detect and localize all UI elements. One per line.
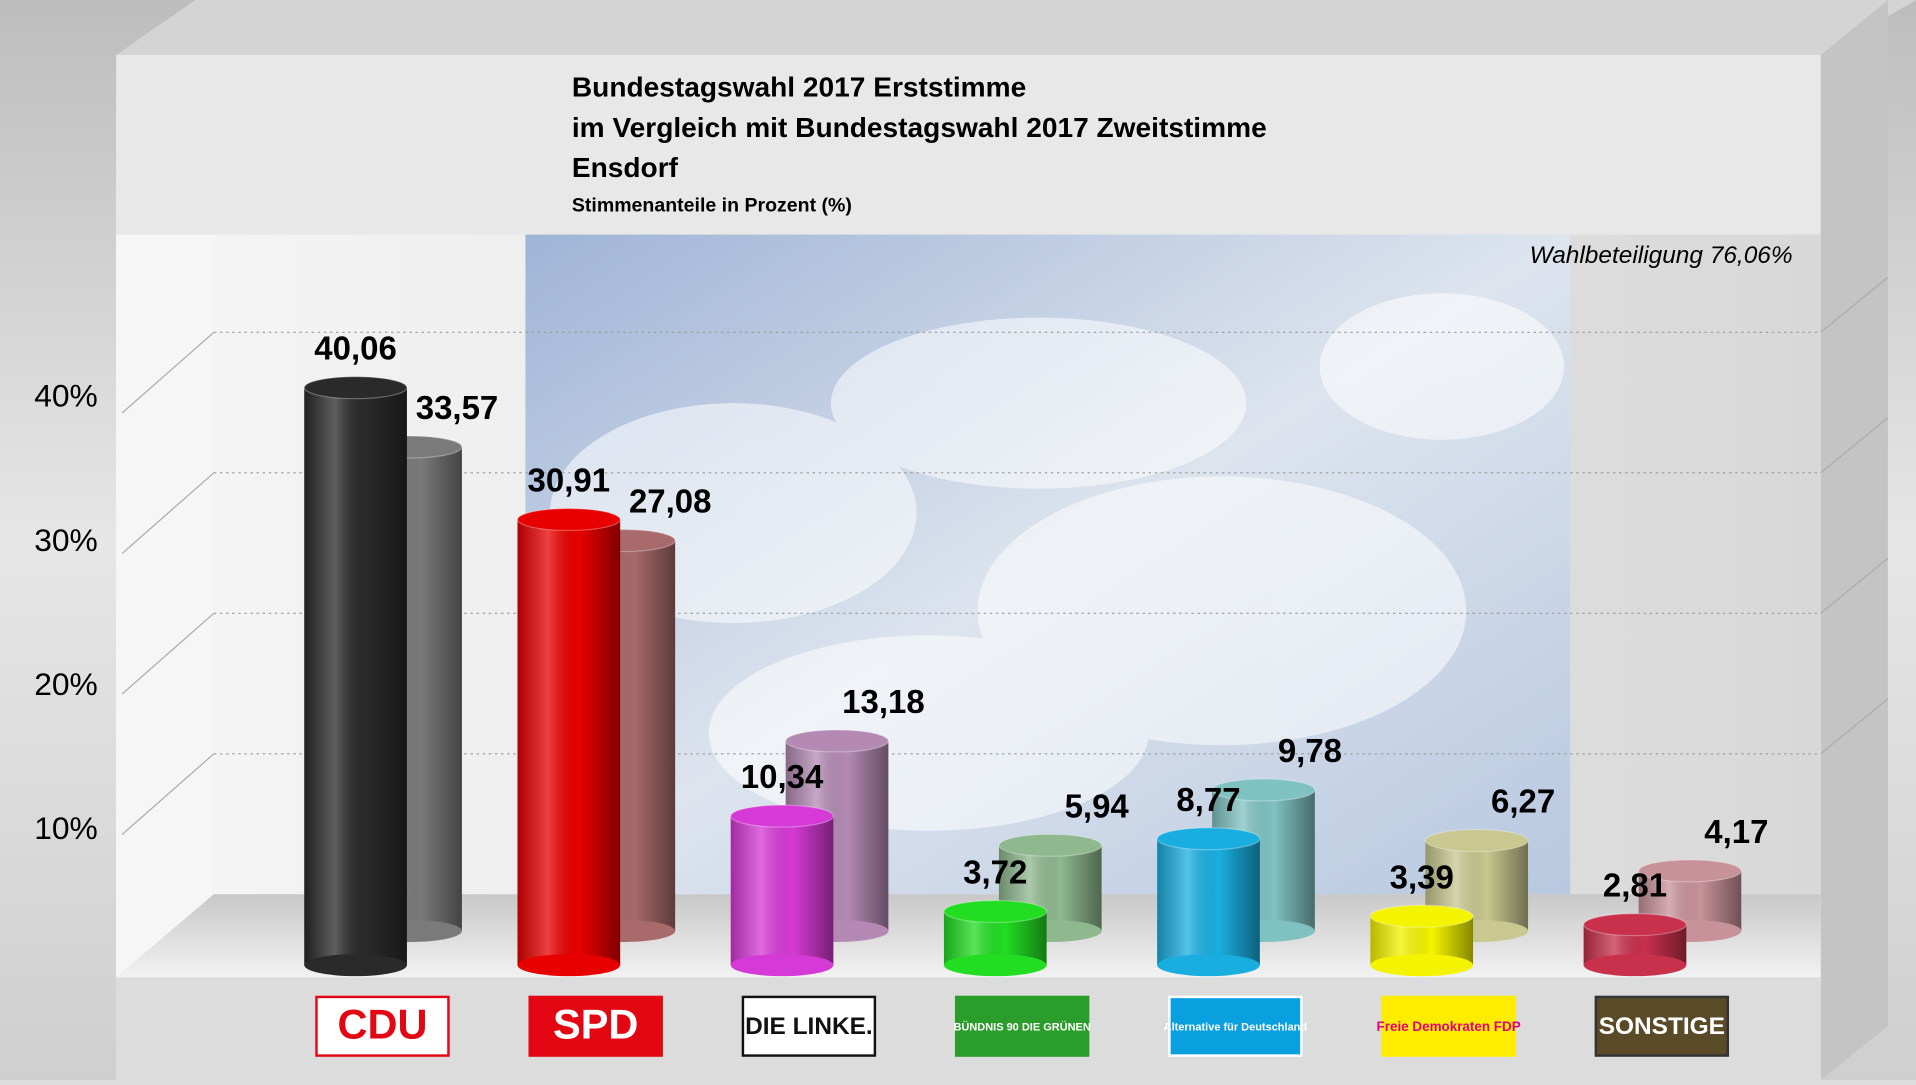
value-label: 27,08 xyxy=(629,483,712,520)
value-label: 3,72 xyxy=(963,854,1027,891)
bar-bottom xyxy=(1583,954,1687,977)
value-label: 4,17 xyxy=(1704,813,1768,850)
bar-top xyxy=(1583,913,1687,937)
bar-bottom xyxy=(730,954,834,977)
grid xyxy=(121,276,1889,835)
title-line: Bundestagswahl 2017 Erststimme xyxy=(572,72,1026,103)
bar-shade xyxy=(1157,838,1260,966)
bar-top xyxy=(1424,828,1529,853)
bar-top xyxy=(785,729,889,753)
y-tick-label: 40% xyxy=(34,378,98,414)
value-label: 33,57 xyxy=(416,389,499,426)
party-logo xyxy=(1168,995,1303,1057)
annotation: Wahlbeteiligung 76,06% xyxy=(1530,242,1793,269)
bar-top xyxy=(998,833,1103,857)
bar-top xyxy=(1156,827,1261,851)
party-logo xyxy=(954,995,1090,1057)
bar-bottom xyxy=(1157,954,1260,977)
bar-top xyxy=(1369,904,1474,928)
grid-line-right xyxy=(1820,698,1889,755)
value-label: 3,39 xyxy=(1390,858,1454,895)
frame-top xyxy=(116,0,1916,55)
value-label: 13,18 xyxy=(842,683,925,720)
party-logo xyxy=(1381,995,1516,1057)
title-line: Ensdorf xyxy=(572,152,679,183)
grid-line-side xyxy=(121,612,215,695)
party-logo xyxy=(1594,995,1730,1057)
grid-line-right xyxy=(1820,557,1889,614)
value-label: 2,81 xyxy=(1603,867,1667,904)
bar-top xyxy=(1211,778,1316,802)
party-logo xyxy=(741,995,877,1057)
x-tick-label: CDU xyxy=(337,1000,427,1047)
subtitle: Stimmenanteile in Prozent (%) xyxy=(572,195,852,217)
grid-line-side xyxy=(121,753,215,835)
bar-shade xyxy=(517,519,621,966)
bar-top xyxy=(303,376,408,400)
grid-line-right xyxy=(1820,276,1889,333)
bar-shade xyxy=(304,387,407,966)
value-label: 40,06 xyxy=(314,330,397,367)
bar-shade xyxy=(730,816,834,966)
x-tick-label: BÜNDNIS 90 DIE GRÜNEN xyxy=(953,1020,1090,1033)
frame-right xyxy=(1820,0,1888,1080)
x-tick-label: SPD xyxy=(553,1000,638,1047)
value-label: 10,34 xyxy=(741,758,824,795)
party-logo xyxy=(528,995,663,1057)
bar-top xyxy=(730,804,834,828)
left-wall xyxy=(116,234,214,978)
bar-bottom xyxy=(1370,954,1474,977)
value-label: 9,78 xyxy=(1278,732,1342,769)
value-label: 8,77 xyxy=(1176,781,1240,818)
title-line: im Vergleich mit Bundestagswahl 2017 Zwe… xyxy=(572,112,1267,143)
x-tick-label: DIE LINKE. xyxy=(745,1013,873,1040)
y-tick-label: 30% xyxy=(34,522,98,558)
value-label: 30,91 xyxy=(528,462,611,499)
bar-bottom xyxy=(943,954,1047,977)
x-tick-label: SONSTIGE xyxy=(1599,1013,1725,1040)
bar-bottom xyxy=(304,954,407,977)
value-label: 5,94 xyxy=(1065,787,1130,824)
party-logo xyxy=(315,995,450,1057)
bar-top xyxy=(516,507,621,532)
bar-top xyxy=(1638,859,1742,883)
x-tick-label: Freie Demokraten FDP xyxy=(1377,1019,1521,1034)
grid-line-right xyxy=(1820,417,1889,474)
y-tick-label: 10% xyxy=(34,810,98,846)
y-tick-label: 20% xyxy=(34,666,98,702)
bar-top xyxy=(943,899,1048,924)
grid-line-side xyxy=(121,331,215,414)
value-label: 6,27 xyxy=(1491,783,1555,820)
x-tick-label: Alternative für Deutschland xyxy=(1164,1021,1307,1033)
bar-bottom xyxy=(517,954,621,977)
grid-line-side xyxy=(121,472,215,554)
bars xyxy=(303,376,1742,977)
